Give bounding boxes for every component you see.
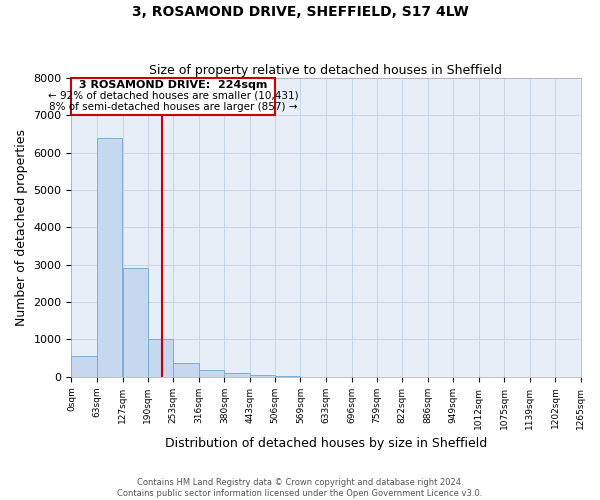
Text: 3 ROSAMOND DRIVE:  224sqm: 3 ROSAMOND DRIVE: 224sqm xyxy=(79,80,268,90)
Title: Size of property relative to detached houses in Sheffield: Size of property relative to detached ho… xyxy=(149,64,502,77)
Bar xyxy=(250,374,275,377)
Bar xyxy=(148,340,173,377)
Bar xyxy=(275,376,301,377)
Bar xyxy=(199,370,224,377)
Y-axis label: Number of detached properties: Number of detached properties xyxy=(15,129,28,326)
Bar xyxy=(224,373,250,377)
Bar xyxy=(173,362,199,377)
Bar xyxy=(71,356,97,377)
Bar xyxy=(97,138,122,377)
Text: Contains HM Land Registry data © Crown copyright and database right 2024.
Contai: Contains HM Land Registry data © Crown c… xyxy=(118,478,482,498)
Text: 3, ROSAMOND DRIVE, SHEFFIELD, S17 4LW: 3, ROSAMOND DRIVE, SHEFFIELD, S17 4LW xyxy=(131,5,469,19)
FancyBboxPatch shape xyxy=(71,78,275,115)
Bar xyxy=(122,268,148,377)
X-axis label: Distribution of detached houses by size in Sheffield: Distribution of detached houses by size … xyxy=(165,437,487,450)
Text: 8% of semi-detached houses are larger (857) →: 8% of semi-detached houses are larger (8… xyxy=(49,102,298,112)
Text: ← 92% of detached houses are smaller (10,431): ← 92% of detached houses are smaller (10… xyxy=(48,90,299,101)
